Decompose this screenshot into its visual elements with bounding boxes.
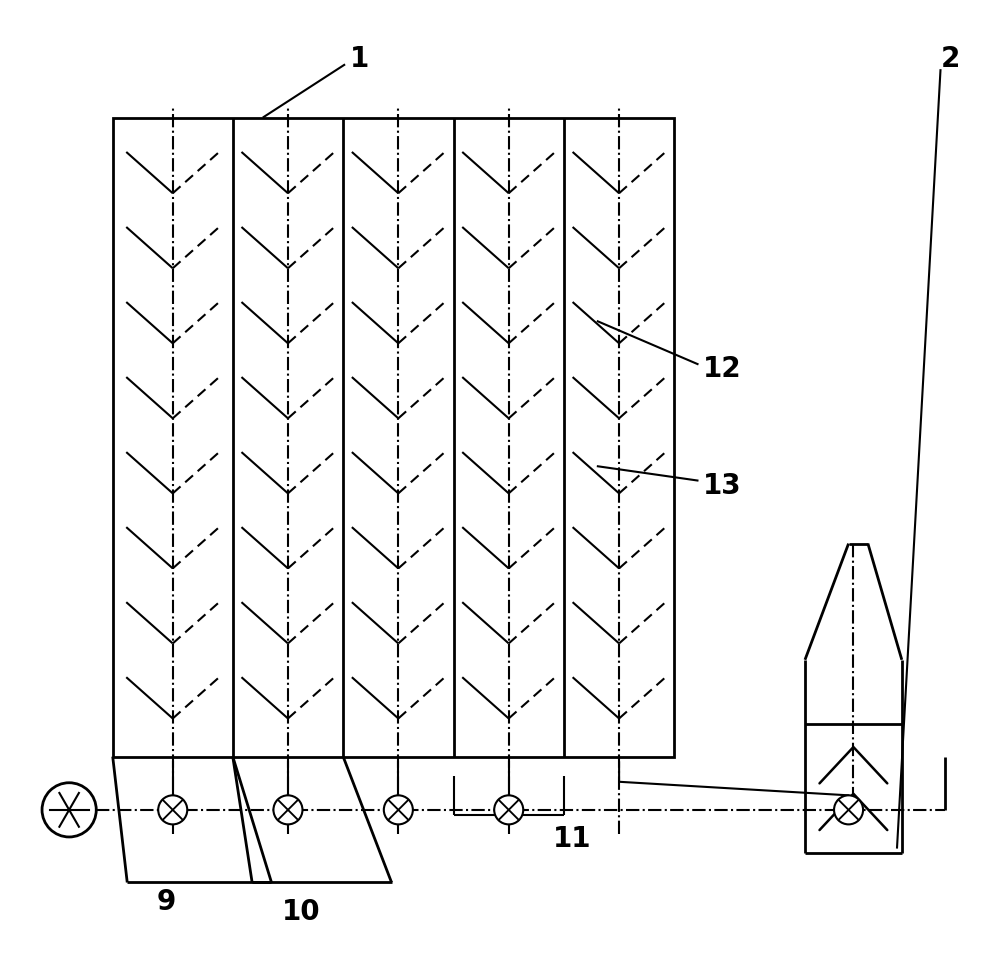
Text: 11: 11: [553, 825, 592, 853]
Text: 12: 12: [703, 355, 742, 384]
Circle shape: [42, 783, 96, 837]
Circle shape: [834, 795, 863, 824]
Text: 10: 10: [282, 897, 321, 925]
Text: 9: 9: [156, 887, 176, 916]
Text: 1: 1: [350, 46, 369, 74]
Circle shape: [158, 795, 187, 824]
Text: 13: 13: [703, 472, 742, 499]
Bar: [113, 117, 674, 756]
Circle shape: [273, 795, 302, 824]
Circle shape: [384, 795, 413, 824]
Circle shape: [494, 795, 523, 824]
Text: 2: 2: [941, 46, 960, 74]
